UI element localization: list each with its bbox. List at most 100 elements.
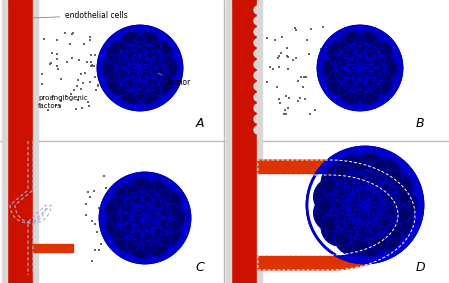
Circle shape (114, 184, 142, 213)
Polygon shape (258, 160, 415, 270)
Point (303, 75, 310, 79)
Point (70, 31, 77, 35)
Point (54, 52, 61, 56)
Point (303, 37, 310, 42)
Point (53, 57, 60, 62)
Circle shape (330, 186, 367, 224)
Circle shape (363, 183, 400, 220)
Point (273, 85, 280, 90)
Circle shape (366, 69, 393, 96)
Point (102, 186, 110, 190)
Circle shape (347, 42, 374, 69)
Point (75, 78, 82, 83)
Point (81, 70, 88, 75)
Circle shape (127, 55, 154, 82)
Point (80, 42, 88, 46)
Circle shape (380, 186, 417, 224)
Circle shape (254, 126, 262, 134)
Circle shape (307, 147, 423, 263)
Point (47, 61, 54, 65)
Text: A: A (196, 117, 204, 130)
Point (284, 53, 291, 58)
Circle shape (365, 214, 403, 251)
Bar (226, 141, 231, 283)
Point (49, 94, 56, 98)
Circle shape (359, 198, 396, 235)
Circle shape (339, 65, 366, 91)
Point (321, 47, 328, 51)
Bar (33, 244, 73, 252)
Circle shape (125, 215, 154, 244)
Circle shape (125, 192, 154, 220)
Point (63, 59, 70, 64)
Bar (7, 141, 33, 283)
Point (305, 52, 313, 56)
Point (39, 82, 46, 86)
Point (101, 209, 108, 213)
Circle shape (363, 190, 400, 228)
Point (267, 65, 274, 69)
Bar (2, 0, 7, 141)
Point (88, 63, 96, 68)
Point (84, 100, 91, 104)
Circle shape (151, 55, 178, 82)
Circle shape (344, 170, 382, 207)
Circle shape (314, 194, 351, 231)
Point (87, 53, 94, 57)
Point (301, 97, 308, 101)
Point (100, 233, 107, 237)
Circle shape (352, 202, 390, 239)
Point (92, 87, 99, 92)
Point (284, 105, 291, 110)
Circle shape (134, 31, 161, 58)
Point (316, 76, 323, 81)
Circle shape (127, 178, 156, 207)
Bar (231, 0, 257, 141)
Point (98, 72, 106, 77)
Point (285, 55, 292, 59)
Circle shape (127, 42, 154, 69)
Bar (7, 0, 33, 141)
Point (300, 74, 307, 79)
Point (73, 106, 80, 111)
Point (82, 201, 89, 206)
Circle shape (354, 65, 381, 91)
Bar (257, 141, 262, 283)
Text: endothelial cells: endothelial cells (33, 11, 128, 20)
Point (276, 100, 283, 105)
Point (306, 112, 313, 116)
Point (276, 97, 283, 101)
Point (87, 38, 94, 42)
Point (52, 102, 59, 107)
Circle shape (254, 115, 262, 123)
Point (87, 80, 94, 84)
Point (93, 230, 101, 234)
Point (86, 194, 93, 199)
Circle shape (318, 26, 402, 110)
Circle shape (132, 216, 161, 245)
Point (83, 60, 90, 65)
Circle shape (134, 78, 161, 105)
Circle shape (119, 197, 149, 225)
Point (61, 31, 68, 35)
Circle shape (143, 207, 172, 236)
Circle shape (254, 82, 262, 90)
Circle shape (347, 186, 383, 224)
Circle shape (352, 171, 390, 208)
Point (68, 32, 75, 36)
Circle shape (119, 65, 146, 91)
Circle shape (322, 55, 349, 82)
Bar (257, 0, 262, 141)
Point (92, 222, 99, 227)
Circle shape (314, 178, 351, 216)
Circle shape (339, 45, 366, 72)
Circle shape (335, 51, 362, 78)
Circle shape (254, 6, 262, 14)
Point (44, 108, 51, 113)
Point (299, 84, 306, 89)
Point (57, 77, 64, 82)
Circle shape (132, 191, 161, 220)
Point (92, 248, 99, 252)
Point (274, 56, 282, 61)
Point (87, 59, 94, 64)
